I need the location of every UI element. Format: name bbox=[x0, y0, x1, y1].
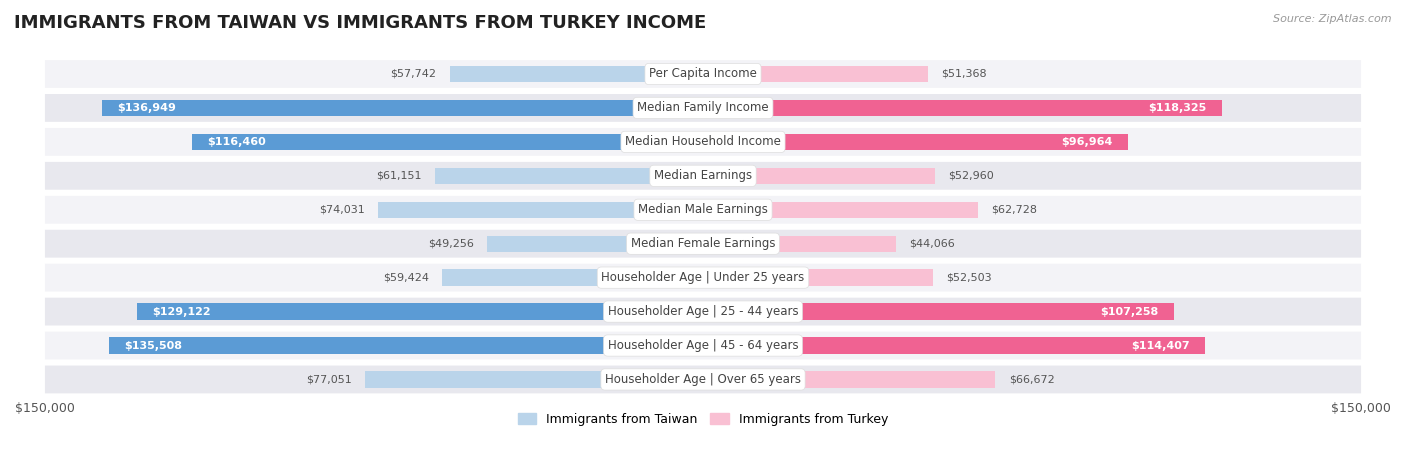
Text: Median Female Earnings: Median Female Earnings bbox=[631, 237, 775, 250]
Text: $59,424: $59,424 bbox=[384, 273, 429, 283]
Text: $61,151: $61,151 bbox=[375, 171, 422, 181]
Bar bbox=[703, 168, 935, 184]
FancyBboxPatch shape bbox=[45, 332, 1361, 360]
Text: $52,960: $52,960 bbox=[949, 171, 994, 181]
Bar bbox=[703, 304, 1174, 320]
Text: Median Male Earnings: Median Male Earnings bbox=[638, 203, 768, 216]
Text: Median Family Income: Median Family Income bbox=[637, 101, 769, 114]
Bar bbox=[450, 66, 703, 82]
Bar bbox=[443, 269, 703, 286]
Text: $57,742: $57,742 bbox=[391, 69, 436, 79]
Text: Source: ZipAtlas.com: Source: ZipAtlas.com bbox=[1274, 14, 1392, 24]
FancyBboxPatch shape bbox=[45, 196, 1361, 224]
Legend: Immigrants from Taiwan, Immigrants from Turkey: Immigrants from Taiwan, Immigrants from … bbox=[513, 408, 893, 431]
Text: Householder Age | 25 - 44 years: Householder Age | 25 - 44 years bbox=[607, 305, 799, 318]
Text: $62,728: $62,728 bbox=[991, 205, 1038, 215]
Bar bbox=[703, 235, 896, 252]
Bar bbox=[193, 134, 703, 150]
Bar bbox=[703, 269, 934, 286]
Text: Householder Age | Under 25 years: Householder Age | Under 25 years bbox=[602, 271, 804, 284]
Text: $135,508: $135,508 bbox=[124, 340, 181, 351]
FancyBboxPatch shape bbox=[45, 230, 1361, 258]
Text: $66,672: $66,672 bbox=[1008, 375, 1054, 384]
FancyBboxPatch shape bbox=[45, 297, 1361, 325]
FancyBboxPatch shape bbox=[45, 94, 1361, 122]
Bar bbox=[108, 337, 703, 354]
Text: Median Earnings: Median Earnings bbox=[654, 170, 752, 182]
FancyBboxPatch shape bbox=[45, 264, 1361, 291]
FancyBboxPatch shape bbox=[45, 366, 1361, 393]
Text: $44,066: $44,066 bbox=[910, 239, 955, 249]
Text: $52,503: $52,503 bbox=[946, 273, 993, 283]
Text: $136,949: $136,949 bbox=[118, 103, 176, 113]
Bar bbox=[703, 100, 1222, 116]
Bar bbox=[434, 168, 703, 184]
Text: IMMIGRANTS FROM TAIWAN VS IMMIGRANTS FROM TURKEY INCOME: IMMIGRANTS FROM TAIWAN VS IMMIGRANTS FRO… bbox=[14, 14, 706, 32]
Text: $77,051: $77,051 bbox=[307, 375, 352, 384]
Text: Householder Age | Over 65 years: Householder Age | Over 65 years bbox=[605, 373, 801, 386]
Text: Per Capita Income: Per Capita Income bbox=[650, 68, 756, 80]
Bar bbox=[136, 304, 703, 320]
Bar bbox=[366, 371, 703, 388]
Text: $114,407: $114,407 bbox=[1130, 340, 1189, 351]
Text: Householder Age | 45 - 64 years: Householder Age | 45 - 64 years bbox=[607, 339, 799, 352]
Text: $107,258: $107,258 bbox=[1099, 306, 1159, 317]
Bar bbox=[703, 202, 979, 218]
Text: $51,368: $51,368 bbox=[942, 69, 987, 79]
Bar bbox=[103, 100, 703, 116]
FancyBboxPatch shape bbox=[45, 128, 1361, 156]
Text: $49,256: $49,256 bbox=[427, 239, 474, 249]
Text: $116,460: $116,460 bbox=[208, 137, 266, 147]
Bar bbox=[703, 371, 995, 388]
Text: $96,964: $96,964 bbox=[1062, 137, 1114, 147]
FancyBboxPatch shape bbox=[45, 162, 1361, 190]
Bar bbox=[703, 337, 1205, 354]
Text: $118,325: $118,325 bbox=[1149, 103, 1206, 113]
Text: Median Household Income: Median Household Income bbox=[626, 135, 780, 149]
Bar bbox=[486, 235, 703, 252]
Text: $74,031: $74,031 bbox=[319, 205, 366, 215]
Bar bbox=[703, 134, 1129, 150]
FancyBboxPatch shape bbox=[45, 60, 1361, 88]
Bar bbox=[378, 202, 703, 218]
Bar bbox=[703, 66, 928, 82]
Text: $129,122: $129,122 bbox=[152, 306, 211, 317]
